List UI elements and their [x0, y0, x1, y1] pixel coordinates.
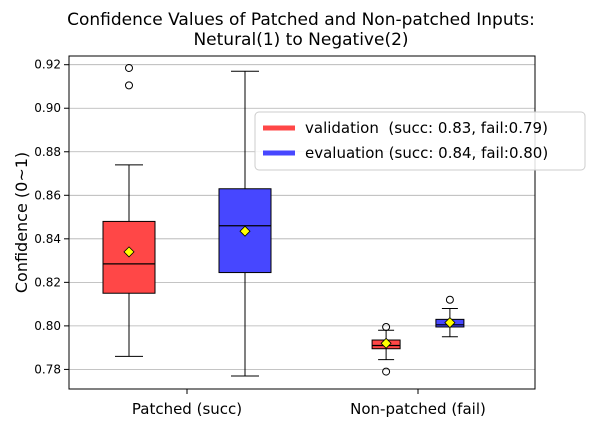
- box-validation: [371, 322, 401, 376]
- outlier-point: [382, 367, 391, 376]
- y-tick-label: 0.84: [34, 232, 61, 246]
- legend: validation (succ: 0.83, fail:0.79) evalua…: [254, 111, 586, 171]
- chart-title: Confidence Values of Patched and Non-pat…: [67, 10, 535, 50]
- y-tick-label: 0.92: [34, 58, 61, 72]
- y-axis-label: Confidence (0~1): [12, 152, 31, 293]
- box-evaluation: [435, 295, 465, 338]
- y-tick-label: 0.78: [34, 362, 61, 376]
- y-tick-label: 0.88: [34, 145, 61, 159]
- outlier-point: [125, 63, 133, 72]
- y-axis-ticks: 0.78 0.80 0.82 0.84 0.86 0.88 0.90 0.92: [34, 58, 69, 376]
- box-evaluation: [218, 70, 272, 377]
- y-tick-label: 0.80: [34, 319, 61, 333]
- y-tick-label: 0.90: [34, 101, 61, 115]
- x-tick-label: Non-patched (fail): [350, 400, 486, 418]
- mean-marker: [380, 337, 392, 349]
- y-tick-label: 0.82: [34, 275, 61, 289]
- mean-marker: [239, 225, 251, 237]
- x-tick-label: Patched (succ): [132, 400, 242, 418]
- mean-marker: [444, 317, 456, 329]
- mean-marker: [123, 246, 135, 258]
- x-axis-ticks: Patched (succ) Non-patched (fail): [132, 389, 486, 418]
- outlier-point: [382, 322, 391, 331]
- legend-label: validation (succ: 0.83, fail:0.79): [305, 119, 548, 137]
- legend-box: [254, 111, 586, 171]
- outlier-point: [125, 81, 133, 90]
- grid-lines: [69, 64, 535, 370]
- boxes: [102, 63, 465, 377]
- chart-title-line: Netural(1) to Negative(2): [193, 30, 408, 50]
- outlier-point: [445, 295, 454, 304]
- y-tick-label: 0.86: [34, 188, 61, 202]
- chart-title-line: Confidence Values of Patched and Non-pat…: [67, 10, 535, 30]
- box-validation: [102, 63, 156, 357]
- plot-frame: [68, 55, 536, 390]
- legend-label: evaluation (succ: 0.84, fail:0.80): [305, 144, 548, 162]
